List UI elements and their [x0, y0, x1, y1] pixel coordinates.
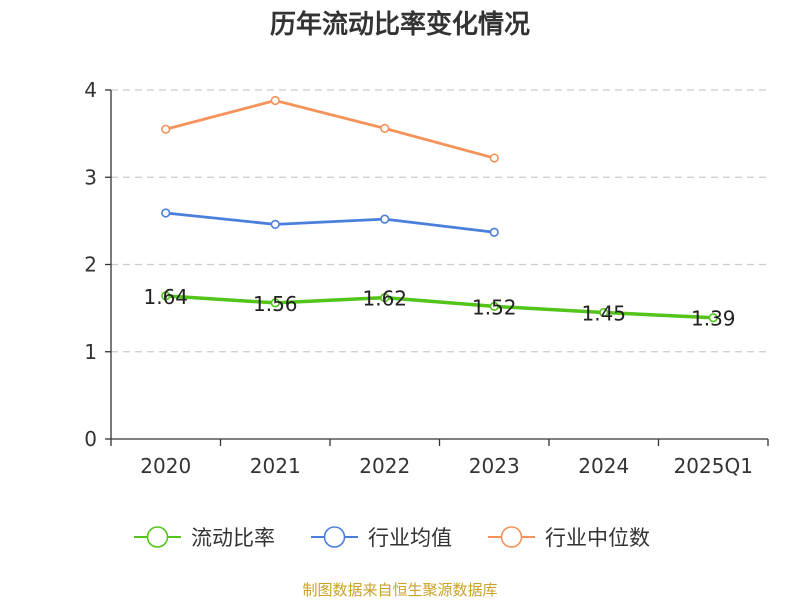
x-tick-label: 2025Q1 [674, 454, 753, 478]
grid-lines [111, 89, 768, 353]
data-point [380, 293, 390, 303]
data-point [270, 298, 280, 308]
x-tick-label: 2021 [250, 454, 301, 478]
legend: 流动比率 行业均值 行业中位数 [134, 526, 650, 550]
x-tick-label: 2023 [469, 454, 520, 478]
y-tick-label: 2 [84, 253, 97, 277]
x-tick-label: 2020 [140, 454, 191, 478]
chart-title: 历年流动比率变化情况 [270, 9, 530, 40]
data-point [161, 124, 171, 134]
legend-marker [146, 526, 169, 548]
x-tick-label: 2022 [359, 454, 410, 478]
y-tick-label: 3 [84, 165, 97, 189]
y-tick-label: 0 [84, 427, 97, 451]
data-point [380, 214, 390, 224]
data-point [161, 291, 171, 301]
legend-marker [323, 526, 346, 548]
data-label: 1.56 [253, 292, 298, 316]
data-point [380, 123, 390, 133]
data-point [708, 313, 718, 323]
legend-marker [500, 526, 523, 548]
series-line-1 [165, 211, 495, 234]
data-point [161, 208, 171, 218]
y-tick-label: 1 [84, 340, 97, 364]
data-point [489, 227, 499, 237]
data-labels: 1.64 1.56 1.62 1.52 1.45 1.39 [143, 285, 735, 331]
data-label: 1.64 [143, 285, 188, 309]
data-label: 1.39 [691, 307, 736, 331]
x-tick-label: 2024 [578, 454, 629, 478]
y-tick-label: 4 [84, 78, 97, 102]
data-point [599, 307, 609, 318]
legend-label: 行业均值 [368, 526, 452, 550]
source-note: 制图数据来自恒生聚源数据库 [302, 581, 497, 599]
data-label: 1.62 [362, 287, 407, 311]
data-point [489, 301, 499, 311]
series-group [161, 95, 718, 323]
data-label: 1.45 [581, 301, 626, 325]
legend-label: 流动比率 [191, 526, 275, 550]
axes: 0 1 2 3 4 2020 2021 2022 2023 2024 2025Q1 [84, 78, 769, 478]
data-point [489, 153, 499, 163]
series-line-2 [165, 99, 495, 160]
legend-label: 行业中位数 [545, 526, 650, 550]
series-line-0 [165, 294, 714, 320]
data-point [270, 219, 280, 229]
data-label: 1.52 [472, 295, 517, 319]
data-point [270, 95, 280, 106]
